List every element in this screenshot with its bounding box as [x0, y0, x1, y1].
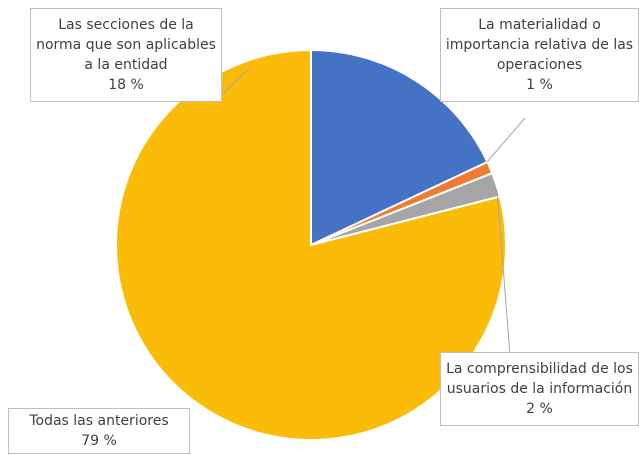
leader-line [496, 189, 511, 356]
label-name: La comprensibilidad de los usuarios de l… [446, 361, 633, 397]
label-value: 2 % [526, 401, 553, 417]
label-value: 79 % [81, 433, 117, 449]
label-value: 18 % [108, 77, 144, 93]
data-label: La comprensibilidad de los usuarios de l… [440, 352, 639, 426]
pie-slice [310, 48, 489, 247]
label-name: Las secciones de la norma que son aplica… [36, 17, 216, 73]
label-value: 1 % [526, 77, 553, 93]
leader-line [486, 117, 526, 163]
leader-line [219, 67, 251, 97]
data-label: Las secciones de la norma que son aplica… [30, 8, 222, 102]
data-label: La materialidad o importancia relativa d… [440, 8, 639, 102]
data-label: Todas las anteriores 79 % [8, 408, 190, 454]
label-name: La materialidad o importancia relativa d… [445, 17, 634, 73]
label-name: Todas las anteriores [29, 413, 169, 429]
pie-slice [115, 48, 507, 441]
